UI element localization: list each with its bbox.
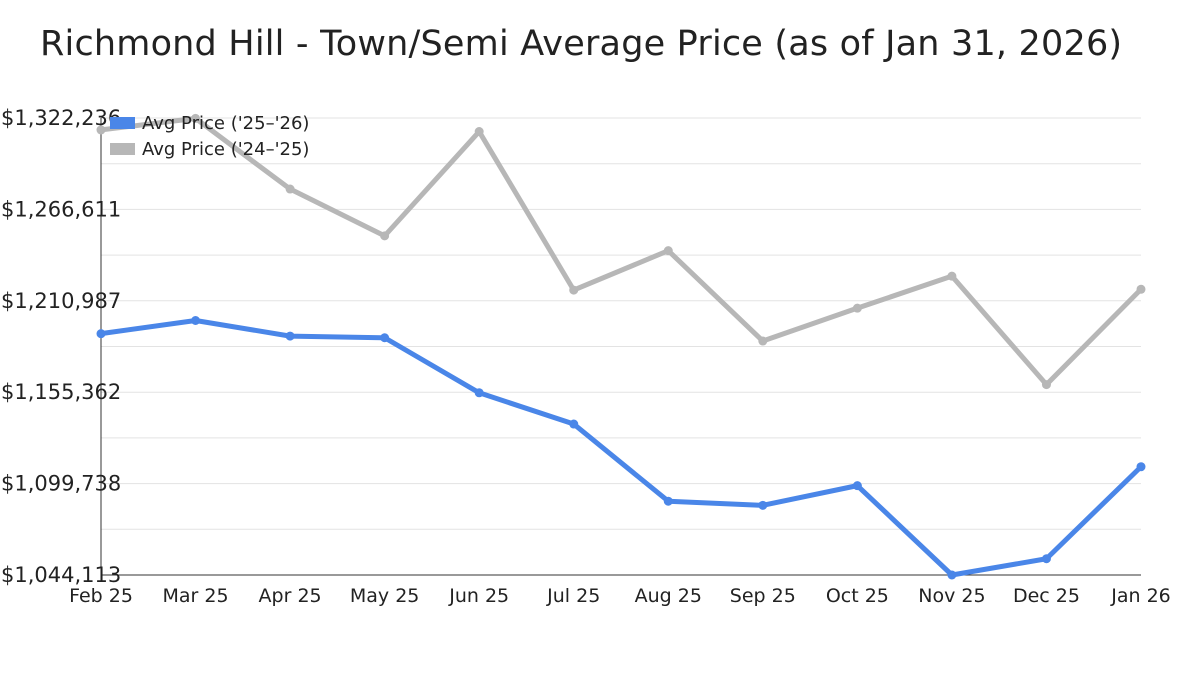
y-tick-label: $1,266,611 — [1, 197, 121, 221]
data-point[interactable] — [947, 271, 957, 281]
data-point[interactable] — [285, 331, 295, 341]
x-tick-label: May 25 — [350, 585, 420, 607]
series-line[interactable] — [98, 317, 1144, 578]
legend-label[interactable]: Avg Price ('24–'25) — [142, 139, 309, 160]
data-point[interactable] — [191, 315, 201, 325]
y-tick-label: $1,210,987 — [1, 289, 121, 313]
data-point[interactable] — [663, 246, 673, 256]
data-point[interactable] — [285, 184, 295, 194]
data-point[interactable] — [852, 303, 862, 313]
data-point[interactable] — [1136, 284, 1146, 294]
data-point[interactable] — [380, 333, 390, 343]
x-tick-label: Dec 25 — [1013, 585, 1080, 607]
x-tick-label: Jan 26 — [1110, 585, 1171, 607]
x-tick-label: Feb 25 — [69, 585, 133, 607]
series-lines — [96, 113, 1146, 580]
data-point[interactable] — [569, 285, 579, 295]
x-tick-label: Aug 25 — [635, 585, 702, 607]
legend-label[interactable]: Avg Price ('25–'26) — [142, 113, 309, 134]
legend-swatch[interactable] — [110, 117, 135, 129]
data-point[interactable] — [96, 125, 106, 135]
data-point[interactable] — [758, 500, 768, 510]
data-point[interactable] — [1041, 380, 1051, 390]
data-point[interactable] — [1041, 554, 1051, 564]
data-point[interactable] — [758, 336, 768, 346]
x-tick-labels: Feb 25 Mar 25 Apr 25 May 25 Jun 25 Jul 25 Aug … — [69, 585, 1171, 607]
legend-swatch[interactable] — [110, 143, 135, 155]
y-tick-label: $1,322,236 — [1, 106, 121, 130]
data-point[interactable] — [947, 570, 957, 580]
data-point[interactable] — [96, 329, 106, 339]
chart-title: Richmond Hill - Town/Semi Average Price … — [40, 24, 1123, 64]
x-tick-label: Mar 25 — [163, 585, 229, 607]
y-tick-label: $1,044,113 — [1, 563, 121, 587]
data-point[interactable] — [474, 127, 484, 137]
legend[interactable]: Avg Price ('25–'26) Avg Price ('24–'25) — [110, 113, 309, 160]
x-tick-label: Oct 25 — [826, 585, 889, 607]
data-point[interactable] — [380, 231, 390, 241]
series-line[interactable] — [98, 115, 1144, 388]
x-tick-label: Jun 25 — [448, 585, 509, 607]
gridlines — [101, 117, 1141, 530]
y-tick-label: $1,099,738 — [1, 472, 121, 496]
x-tick-label: Sep 25 — [730, 585, 796, 607]
y-tick-label: $1,155,362 — [1, 380, 121, 404]
data-point[interactable] — [1136, 462, 1146, 472]
data-point[interactable] — [852, 481, 862, 491]
x-tick-label: Nov 25 — [918, 585, 985, 607]
data-point[interactable] — [191, 113, 201, 123]
data-point[interactable] — [663, 496, 673, 506]
data-point[interactable] — [569, 419, 579, 429]
data-point[interactable] — [474, 388, 484, 398]
y-tick-labels: $1,044,113 $1,099,738 $1,155,362 $1,210,987… — [1, 106, 121, 587]
x-tick-label: Apr 25 — [259, 585, 322, 607]
x-tick-label: Jul 25 — [546, 585, 600, 607]
axes — [100, 118, 1141, 576]
